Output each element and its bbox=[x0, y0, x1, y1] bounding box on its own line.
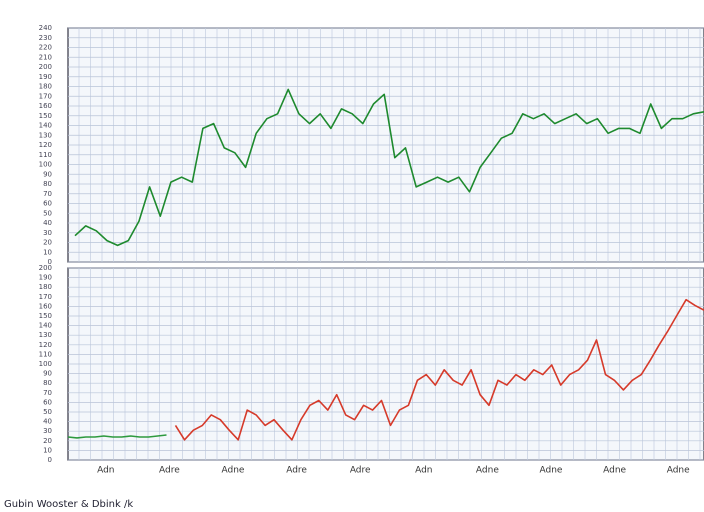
y-tick-label: 160 bbox=[39, 302, 52, 310]
y-tick-label: 150 bbox=[39, 112, 52, 120]
y-tick-label: 100 bbox=[39, 360, 52, 368]
y-tick-label: 70 bbox=[43, 389, 52, 397]
y-tick-label: 120 bbox=[39, 141, 52, 149]
x-tick-label: Adne bbox=[540, 466, 563, 476]
y-tick-label: 160 bbox=[39, 102, 52, 110]
y-tick-label: 150 bbox=[39, 312, 52, 320]
y-tick-label: 50 bbox=[43, 408, 52, 416]
y-tick-label: 210 bbox=[39, 53, 52, 61]
y-tick-label: 130 bbox=[39, 131, 52, 139]
y-tick-label: 100 bbox=[39, 161, 52, 169]
y-tick-label: 20 bbox=[43, 437, 52, 445]
y-tick-label: 200 bbox=[39, 63, 52, 71]
y-tick-label: 10 bbox=[43, 248, 52, 256]
y-tick-label: 70 bbox=[43, 190, 52, 198]
y-tick-label: 190 bbox=[39, 73, 52, 81]
y-tick-label: 10 bbox=[43, 446, 52, 454]
footer: Gubin Wooster & Dbink /k bbox=[4, 499, 133, 510]
y-tick-label: 40 bbox=[43, 219, 52, 227]
y-tick-label: 180 bbox=[39, 83, 52, 91]
x-tick-label: Adne bbox=[667, 466, 690, 476]
y-tick-label: 60 bbox=[43, 398, 52, 406]
y-tick-label: 230 bbox=[39, 34, 52, 42]
x-tick-label: Adn bbox=[415, 466, 432, 476]
x-tick-label: Adre bbox=[159, 466, 180, 476]
y-tick-label: 0 bbox=[48, 456, 52, 464]
y-tick-label: 170 bbox=[39, 92, 52, 100]
y-tick-label: 50 bbox=[43, 209, 52, 217]
x-tick-label: Adn bbox=[97, 466, 114, 476]
x-tick-label: Adne bbox=[476, 466, 499, 476]
y-tick-label: 120 bbox=[39, 341, 52, 349]
y-tick-label: 0 bbox=[48, 258, 52, 266]
y-tick-label: 240 bbox=[39, 24, 52, 32]
x-tick-label: Adne bbox=[603, 466, 626, 476]
y-tick-label: 180 bbox=[39, 283, 52, 291]
y-tick-label: 140 bbox=[39, 322, 52, 330]
y-tick-label: 90 bbox=[43, 370, 52, 378]
y-tick-label: 130 bbox=[39, 331, 52, 339]
y-tick-label: 90 bbox=[43, 170, 52, 178]
y-tick-label: 170 bbox=[39, 293, 52, 301]
y-tick-label: 30 bbox=[43, 427, 52, 435]
y-tick-label: 140 bbox=[39, 122, 52, 130]
y-tick-label: 110 bbox=[39, 350, 52, 358]
y-tick-label: 80 bbox=[43, 379, 52, 387]
y-tick-label: 80 bbox=[43, 180, 52, 188]
data-line bbox=[67, 434, 167, 439]
y-tick-label: 60 bbox=[43, 200, 52, 208]
y-tick-label: 200 bbox=[39, 264, 52, 272]
x-tick-label: Adre bbox=[286, 466, 307, 476]
y-tick-label: 110 bbox=[39, 151, 52, 159]
y-tick-label: 220 bbox=[39, 44, 52, 52]
y-tick-label: 30 bbox=[43, 229, 52, 237]
x-tick-label: Adne bbox=[222, 466, 245, 476]
data-line bbox=[174, 298, 704, 441]
y-tick-label: 20 bbox=[43, 239, 52, 247]
x-tick-label: Adre bbox=[350, 466, 371, 476]
data-line bbox=[74, 88, 704, 247]
y-tick-label: 40 bbox=[43, 418, 52, 426]
y-tick-label: 190 bbox=[39, 274, 52, 282]
